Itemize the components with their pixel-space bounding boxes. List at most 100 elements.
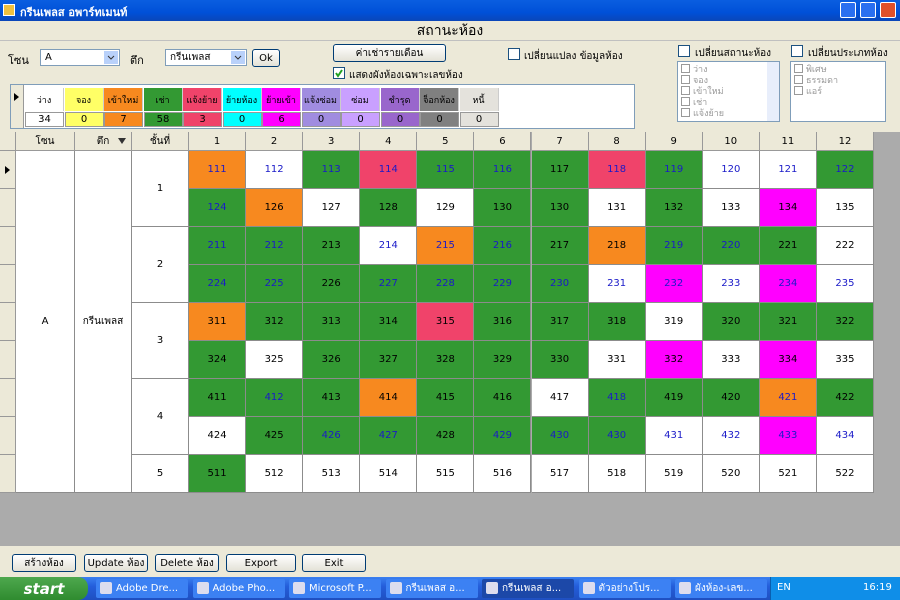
room-cell[interactable]: 115	[417, 151, 475, 189]
room-cell[interactable]: 119	[645, 151, 703, 189]
room-cell[interactable]: 113	[303, 151, 361, 189]
room-cell[interactable]: 421	[759, 379, 817, 417]
room-cell[interactable]: 433	[759, 417, 817, 455]
room-cell[interactable]: 114	[360, 151, 418, 189]
room-cell[interactable]: 327	[360, 341, 418, 379]
task-item[interactable]: ผังห้อง-เลข...	[675, 579, 767, 598]
room-cell[interactable]: 416	[474, 379, 532, 417]
task-item[interactable]: Microsoft P...	[289, 579, 381, 598]
room-cell[interactable]: 414	[360, 379, 418, 417]
room-cell[interactable]: 512	[246, 455, 304, 493]
room-cell[interactable]: 313	[303, 303, 361, 341]
room-cell[interactable]: 333	[702, 341, 760, 379]
action-button[interactable]: Update ห้อง	[84, 554, 148, 572]
room-cell[interactable]: 235	[816, 265, 874, 303]
monthly-rent-button[interactable]: ค่าเช่ารายเดือน	[333, 44, 446, 62]
room-cell[interactable]: 431	[645, 417, 703, 455]
room-cell[interactable]: 412	[246, 379, 304, 417]
room-cell[interactable]: 415	[417, 379, 475, 417]
task-item[interactable]: กรีนเพลส อ...	[482, 579, 574, 598]
room-cell[interactable]: 130	[531, 189, 589, 227]
room-cell[interactable]: 220	[702, 227, 760, 265]
room-cell[interactable]: 422	[816, 379, 874, 417]
room-cell[interactable]: 413	[303, 379, 361, 417]
checkbox[interactable]	[508, 48, 520, 60]
room-cell[interactable]: 129	[417, 189, 475, 227]
room-cell[interactable]: 513	[303, 455, 361, 493]
task-item[interactable]: Adobe Pho...	[192, 579, 285, 598]
status-list[interactable]: ว่าง จอง เข้าใหม่ เช่า แจ้งย้าย	[677, 61, 780, 122]
room-cell[interactable]: 122	[816, 151, 874, 189]
room-cell[interactable]: 430	[588, 417, 646, 455]
room-cell[interactable]: 127	[303, 189, 361, 227]
room-cell[interactable]: 311	[189, 303, 247, 341]
room-cell[interactable]: 334	[759, 341, 817, 379]
room-cell[interactable]: 428	[417, 417, 475, 455]
room-cell[interactable]: 511	[189, 455, 247, 493]
room-cell[interactable]: 322	[816, 303, 874, 341]
room-cell[interactable]: 317	[531, 303, 589, 341]
room-cell[interactable]: 133	[702, 189, 760, 227]
room-cell[interactable]: 434	[816, 417, 874, 455]
zone-combo[interactable]: A	[40, 49, 120, 66]
room-cell[interactable]: 219	[645, 227, 703, 265]
room-cell[interactable]: 230	[531, 265, 589, 303]
room-cell[interactable]: 321	[759, 303, 817, 341]
start-button[interactable]: start	[0, 577, 88, 600]
room-cell[interactable]: 211	[189, 227, 247, 265]
room-cell[interactable]: 233	[702, 265, 760, 303]
room-cell[interactable]: 118	[588, 151, 646, 189]
action-button[interactable]: Export	[226, 554, 296, 572]
room-cell[interactable]: 420	[702, 379, 760, 417]
room-cell[interactable]: 228	[417, 265, 475, 303]
room-cell[interactable]: 227	[360, 265, 418, 303]
room-cell[interactable]: 514	[360, 455, 418, 493]
room-cell[interactable]: 215	[417, 227, 475, 265]
minimize-button[interactable]	[840, 2, 856, 18]
room-cell[interactable]: 329	[474, 341, 532, 379]
room-cell[interactable]: 212	[246, 227, 304, 265]
room-cell[interactable]: 132	[645, 189, 703, 227]
room-cell[interactable]: 121	[759, 151, 817, 189]
room-cell[interactable]: 429	[474, 417, 532, 455]
room-cell[interactable]: 221	[759, 227, 817, 265]
room-cell[interactable]: 325	[246, 341, 304, 379]
room-cell[interactable]: 519	[645, 455, 703, 493]
room-cell[interactable]: 130	[474, 189, 532, 227]
room-cell[interactable]: 320	[702, 303, 760, 341]
room-cell[interactable]: 224	[189, 265, 247, 303]
room-cell[interactable]: 213	[303, 227, 361, 265]
room-cell[interactable]: 520	[702, 455, 760, 493]
room-cell[interactable]: 128	[360, 189, 418, 227]
room-cell[interactable]: 222	[816, 227, 874, 265]
room-cell[interactable]: 111	[189, 151, 247, 189]
room-cell[interactable]: 424	[189, 417, 247, 455]
room-cell[interactable]: 517	[531, 455, 589, 493]
room-cell[interactable]: 225	[246, 265, 304, 303]
room-cell[interactable]: 328	[417, 341, 475, 379]
room-cell[interactable]: 231	[588, 265, 646, 303]
room-cell[interactable]: 214	[360, 227, 418, 265]
room-cell[interactable]: 319	[645, 303, 703, 341]
room-cell[interactable]: 518	[588, 455, 646, 493]
room-cell[interactable]: 134	[759, 189, 817, 227]
room-cell[interactable]: 116	[474, 151, 532, 189]
room-cell[interactable]: 315	[417, 303, 475, 341]
checkbox[interactable]	[333, 67, 345, 79]
room-cell[interactable]: 120	[702, 151, 760, 189]
room-cell[interactable]: 430	[531, 417, 589, 455]
room-cell[interactable]: 522	[816, 455, 874, 493]
room-cell[interactable]: 314	[360, 303, 418, 341]
action-button[interactable]: Delete ห้อง	[155, 554, 219, 572]
room-cell[interactable]: 316	[474, 303, 532, 341]
room-cell[interactable]: 218	[588, 227, 646, 265]
room-cell[interactable]: 117	[531, 151, 589, 189]
room-cell[interactable]: 326	[303, 341, 361, 379]
task-item[interactable]: ตัวอย่างโปร...	[578, 579, 671, 598]
room-cell[interactable]: 515	[417, 455, 475, 493]
room-cell[interactable]: 331	[588, 341, 646, 379]
room-cell[interactable]: 330	[531, 341, 589, 379]
room-cell[interactable]: 432	[702, 417, 760, 455]
task-item[interactable]: Adobe Dre...	[96, 579, 188, 598]
room-cell[interactable]: 234	[759, 265, 817, 303]
